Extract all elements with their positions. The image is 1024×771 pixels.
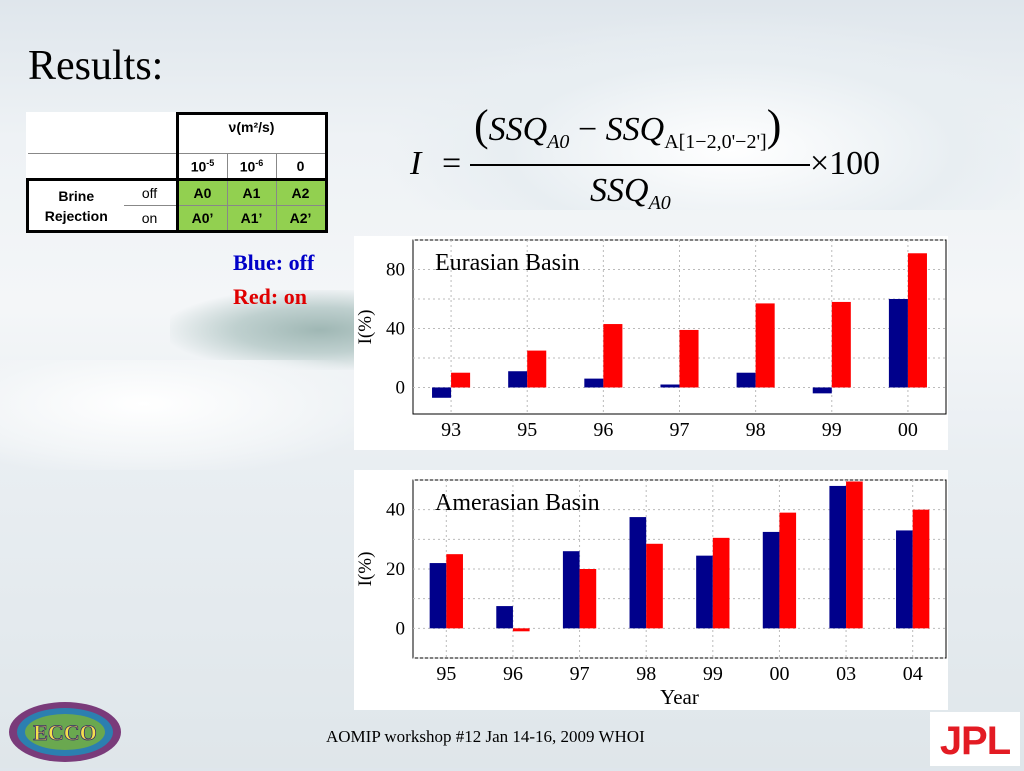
formula-equals: = [442,145,462,182]
x-tick-label: 95 [517,419,537,441]
col-header-3: 0 [275,153,328,180]
x-tick-label: 96 [503,663,523,685]
x-tick-label: 99 [822,419,842,441]
bar [584,378,604,388]
config-table: ν(m²/s) 10-5 10-6 0 Brine Rejection off A… [26,112,328,233]
bar [762,531,780,629]
slide-title: Results: [28,43,164,89]
y-tick-label: 0 [396,618,406,639]
table-cell: A2 [275,178,328,206]
table-cell: A1 [226,178,277,206]
y-tick-label: 40 [386,318,405,339]
ecco-logo-text: ECCO [33,720,97,745]
table-cell: A2’ [275,205,328,233]
chart-eurasian-basin: 93 95 96 97 98 99 00 0 40 80 Eurasian Basin I(%) [354,236,948,450]
formula-multiplier: ×100 [810,145,881,182]
formula-numerator: (SSQA0 − SSQA[1−2,0'−2']) [474,101,782,153]
chart-title: Eurasian Basin [435,250,580,276]
bar [696,555,713,629]
y-axis-label: I(%) [355,310,376,345]
bar [562,551,580,629]
background-ice [0,360,360,470]
chart-svg-amerasian: 95 96 97 98 99 00 03 04 0 20 40 Amerasian Basin I(%)… [355,479,947,709]
bar [812,387,832,394]
col-header-2: 10-6 [226,153,277,180]
bar [579,569,597,629]
legend-blue-off: Blue: off [233,250,315,275]
chart-amerasian-basin: 95 96 97 98 99 00 03 04 0 20 40 Amerasian Basin I(%)… [354,470,948,710]
x-tick-label: 00 [898,419,918,441]
bar [629,517,647,629]
bar [446,554,463,629]
bar [912,509,930,629]
bar [432,387,452,398]
x-tick-label: 93 [441,419,461,441]
x-tick-label: 98 [636,663,656,685]
y-tick-label: 40 [386,500,405,521]
footer-text: AOMIP workshop #12 Jan 14-16, 2009 WHOI [326,727,645,746]
bar [829,485,847,629]
x-tick-label: 98 [746,419,766,441]
x-tick-label: 03 [836,663,856,685]
bar [508,371,528,388]
formula-denominator: SSQA0 [590,172,671,214]
bar [646,543,663,629]
col-header-1: 10-5 [175,153,228,180]
bar [603,324,623,388]
bar [736,372,756,388]
bar [896,530,913,629]
viscosity-header: ν(m²/s) [175,112,328,154]
bar [512,628,530,632]
bar [429,563,447,629]
x-axis-label: Year [660,685,699,709]
legend-red-on: Red: on [233,284,307,309]
row-label-off: off [123,178,178,206]
jpl-logo-text: JPL [940,719,1011,763]
table-cell: A1’ [226,205,277,233]
bar [451,372,471,388]
ecco-logo: ECCO [6,700,124,764]
y-tick-label: 20 [386,559,405,580]
x-tick-label: 00 [769,663,789,685]
bar [831,301,851,388]
x-tick-label: 04 [903,663,923,685]
bar [779,512,797,629]
bar [907,253,927,388]
bar [888,298,908,388]
bar [679,329,699,388]
x-tick-label: 95 [436,663,456,685]
table-cell: A0’ [175,205,228,233]
x-tick-label: 99 [703,663,723,685]
bar [846,481,863,629]
x-tick-label: 97 [670,419,690,441]
x-tick-label: 97 [570,663,590,685]
formula-lhs: I [410,145,422,182]
table-cell: A0 [175,178,228,206]
y-tick-label: 80 [386,259,405,280]
y-tick-label: 0 [396,377,406,398]
chart-title: Amerasian Basin [435,490,600,516]
row-label-on: on [123,205,178,233]
row-group-label: Brine Rejection [26,178,124,233]
formula: I = (SSQA0 − SSQA[1−2,0'−2']) SSQA0 ×100 [410,100,910,230]
bar [755,303,775,388]
bar [660,384,680,388]
bar [527,350,547,388]
jpl-logo: JPL [930,712,1020,766]
bar [496,606,513,629]
fraction-bar [470,164,810,166]
y-axis-label: I(%) [355,552,376,587]
bar [712,537,730,629]
x-tick-label: 96 [593,419,613,441]
